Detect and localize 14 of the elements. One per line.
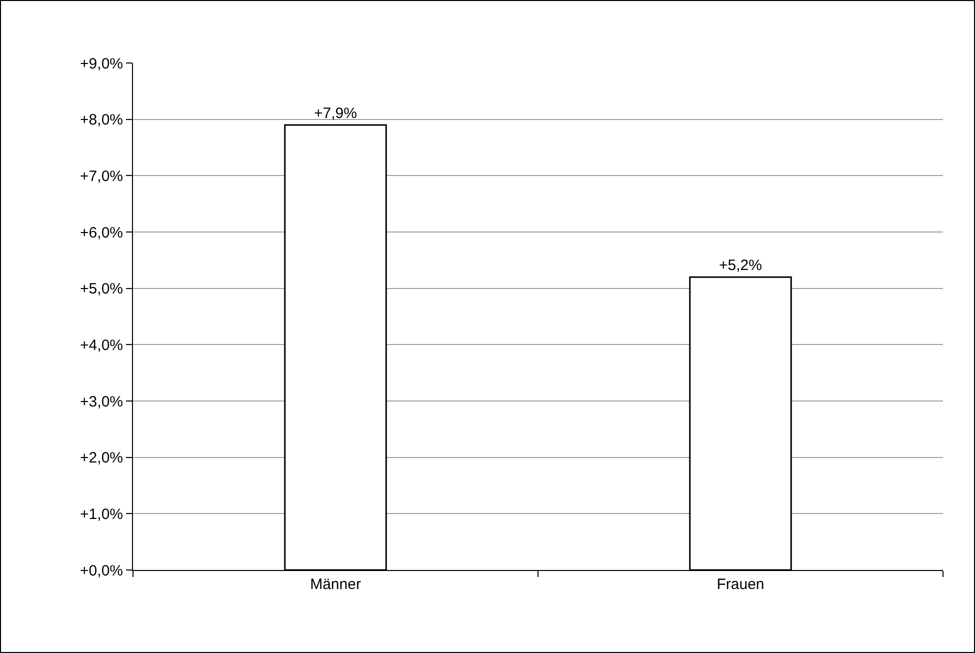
- y-tick-label: +9,0%: [80, 55, 123, 72]
- y-tick-label: +5,0%: [80, 280, 123, 298]
- y-tick-label: +6,0%: [80, 224, 123, 242]
- y-tick-label: +0,0%: [80, 562, 123, 580]
- y-tick-label: +8,0%: [80, 112, 123, 129]
- data-label: +5,2%: [719, 257, 762, 274]
- y-tick-label: +1,0%: [80, 506, 123, 523]
- data-label: +7,9%: [314, 104, 357, 122]
- y-tick-label: +7,0%: [80, 168, 123, 185]
- y-tick-label: +4,0%: [80, 336, 123, 354]
- x-tick-label: Frauen: [716, 576, 764, 593]
- x-tick-label: Männer: [310, 576, 361, 593]
- y-tick-label: +2,0%: [80, 450, 123, 467]
- y-tick-label: +3,0%: [80, 393, 123, 410]
